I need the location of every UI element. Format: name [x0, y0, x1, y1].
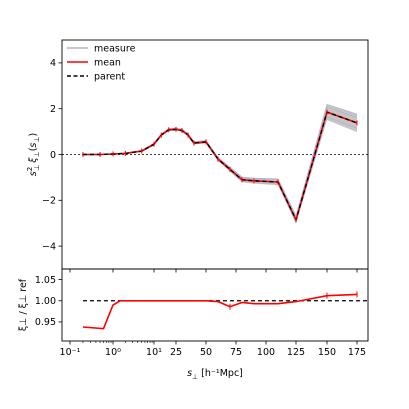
- bottom-y-ticks: 1.05 1.00 0.95: [35, 275, 62, 328]
- bottom-y-axis-label: ξ⊥ / ξ⊥ ref: [18, 278, 29, 331]
- legend-label-mean: mean: [94, 58, 121, 69]
- parent-line: [82, 111, 358, 222]
- measure-band: [82, 103, 358, 224]
- bottom-panel-frame: [61, 268, 369, 342]
- x-tick-label: 125: [287, 347, 305, 358]
- top-y-ticks: 4 2 0 −2 −4: [42, 58, 62, 252]
- ratio-line: [82, 293, 358, 330]
- top-y-tick-label: 4: [50, 58, 56, 69]
- top-y-tick-label: 0: [50, 150, 56, 161]
- bottom-series-lines: [82, 291, 358, 330]
- x-tick-label: 10⁻¹: [60, 347, 81, 358]
- x-tick-label: 25: [170, 347, 182, 358]
- x-tick-label: 50: [200, 347, 212, 358]
- x-tick-label: 150: [318, 347, 336, 358]
- top-y-axis-label: s2⊥ξ⊥(s⊥): [26, 133, 41, 176]
- x-tick-label: 100: [257, 347, 275, 358]
- x-tick-label: 75: [230, 347, 242, 358]
- bottom-y-tick-label: 1.05: [35, 275, 56, 286]
- x-tick-label: 175: [348, 347, 366, 358]
- mean-line: [82, 111, 358, 223]
- legend-label-measure: measure: [94, 44, 136, 55]
- measure-band-area: [82, 104, 358, 224]
- bottom-y-tick-label: 1.00: [35, 296, 56, 307]
- top-panel: 4 2 0 −2 −4: [42, 39, 369, 273]
- top-x-ticks: [69, 269, 358, 273]
- bottom-y-tick-label: 0.95: [35, 317, 56, 328]
- legend: measure mean parent: [67, 44, 136, 83]
- bottom-x-ticks: 10⁻¹ 10⁰ 10¹ 25 50 75 100 125 150 175: [60, 341, 366, 358]
- x-tick-label: 10⁰: [105, 347, 121, 358]
- top-y-tick-label: −4: [42, 241, 56, 252]
- top-y-tick-label: 2: [50, 104, 56, 115]
- x-tick-label: 10¹: [146, 347, 162, 358]
- bottom-panel: 1.05 1.00 0.95 10⁻¹ 10⁰ 10¹ 25 50 75 100 125 150 17…: [35, 268, 369, 358]
- top-y-tick-label: −2: [42, 196, 56, 207]
- legend-label-parent: parent: [94, 72, 125, 83]
- measure-line-0: [82, 116, 358, 224]
- x-axis-label: s⊥ [h⁻¹Mpc]: [187, 368, 243, 381]
- top-series-lines: [82, 109, 358, 223]
